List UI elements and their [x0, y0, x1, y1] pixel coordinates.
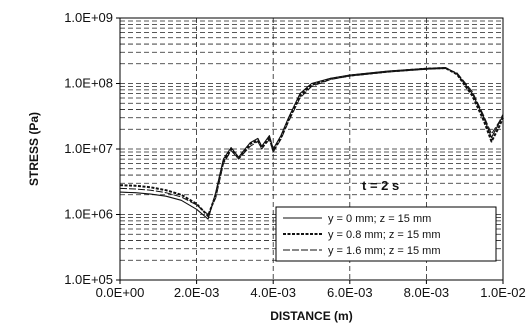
- x-tick-label: 6.0E-03: [327, 285, 373, 300]
- y-tick-label: 1.0E+07: [64, 141, 113, 156]
- legend: y = 0 mm; z = 15 mm y = 0.8 mm; z = 15 mm…: [275, 206, 497, 262]
- series-line-2: [119, 67, 504, 217]
- series-line-3: [119, 67, 504, 215]
- x-tick-label: 2.0E-03: [174, 285, 220, 300]
- x-axis-label: DISTANCE (m): [270, 309, 352, 323]
- legend-label: y = 1.6 mm; z = 15 mm: [328, 245, 440, 257]
- x-axis: 0.0E+00 2.0E-03 4.0E-03 6.0E-03 8.0E-03 1.0E-…: [96, 280, 526, 300]
- series-lines: [119, 67, 504, 220]
- y-tick-label: 1.0E+08: [64, 76, 113, 91]
- x-tick-label: 1.0E-02: [480, 285, 526, 300]
- time-annotation: t = 2 s: [362, 178, 399, 193]
- y-tick-label: 1.0E+06: [64, 207, 113, 222]
- x-tick-label: 4.0E-03: [250, 285, 296, 300]
- y-axis: 1.0E+05 1.0E+06 1.0E+07 1.0E+08 1.0E+09: [64, 10, 120, 287]
- legend-label: y = 0.8 mm; z = 15 mm: [328, 229, 440, 241]
- legend-label: y = 0 mm; z = 15 mm: [328, 213, 431, 225]
- y-axis-label: STRESS (Pa): [27, 112, 41, 186]
- y-tick-label: 1.0E+05: [64, 272, 113, 287]
- y-tick-label: 1.0E+09: [64, 10, 113, 25]
- x-tick-label: 0.0E+00: [96, 285, 145, 300]
- x-tick-label: 8.0E-03: [404, 285, 450, 300]
